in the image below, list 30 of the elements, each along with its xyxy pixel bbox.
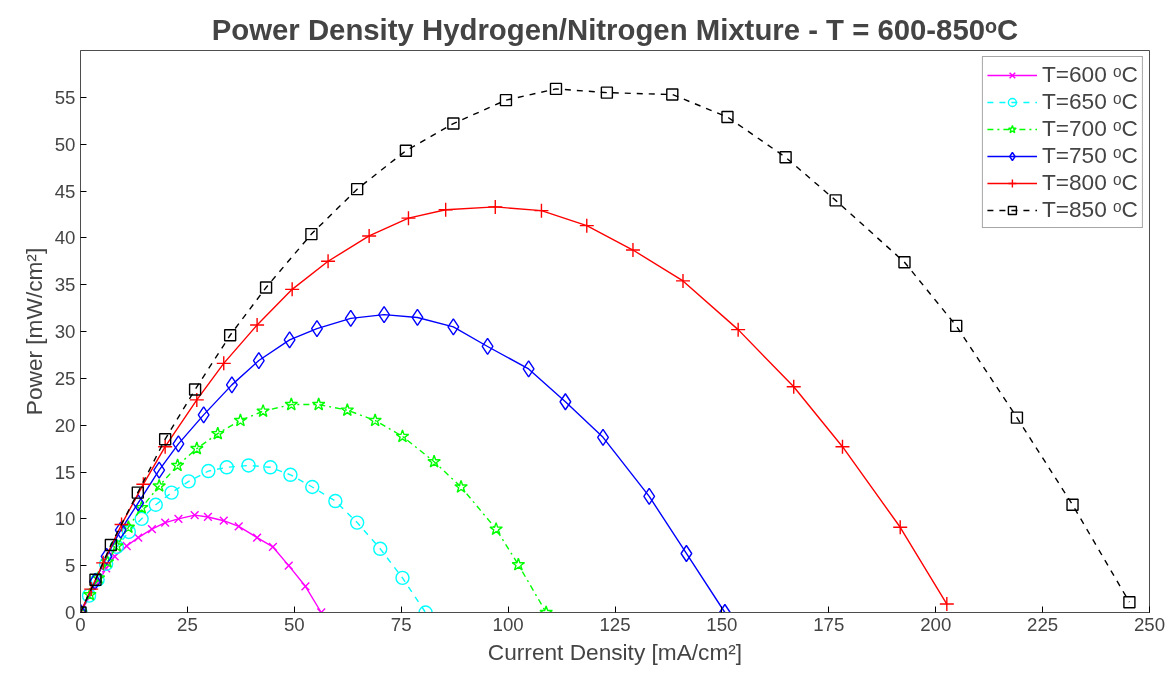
y-tick-label: 40 (54, 227, 76, 249)
x-axis-title: Current Density [mA/cm²] (487, 638, 743, 665)
x-tick-label: 200 (920, 613, 952, 635)
y-tick-label: 5 (65, 555, 76, 577)
y-axis-title: Power [mW/cm²] (20, 247, 47, 416)
y-tick-label: 30 (54, 321, 76, 342)
x-tick-label: 50 (283, 613, 305, 635)
legend-label: T=800 ᵒC (1041, 169, 1138, 196)
x-tick-label: 150 (706, 613, 738, 635)
y-tick-label: 10 (54, 508, 76, 530)
x-tick-label: 100 (492, 613, 524, 635)
x-tick-label: 125 (599, 613, 631, 635)
x-tick-label: 250 (1133, 613, 1166, 635)
x-tick-label: 25 (177, 613, 198, 635)
legend-label: T=850 ᵒC (1041, 196, 1138, 223)
y-tick-label: 55 (54, 86, 76, 108)
legend-label: T=650 ᵒC (1041, 88, 1138, 115)
y-tick-label: 50 (54, 133, 76, 155)
y-tick-label: 15 (54, 461, 76, 483)
y-tick-label: 20 (54, 414, 76, 436)
y-tick-label: 45 (54, 180, 76, 202)
y-tick-label: 25 (54, 367, 76, 389)
x-tick-label: 225 (1027, 613, 1059, 635)
x-tick-label: 175 (813, 613, 845, 635)
legend-label: T=750 ᵒC (1041, 142, 1138, 169)
legend-label: T=600 ᵒC (1041, 61, 1138, 88)
chart-title: Power Density Hydrogen/Nitrogen Mixture - T = 600-850ᵒC (211, 12, 1019, 46)
y-tick-label: 35 (54, 274, 76, 296)
x-tick-label: 75 (390, 613, 412, 635)
legend-label: T=700 ᵒC (1041, 115, 1138, 142)
